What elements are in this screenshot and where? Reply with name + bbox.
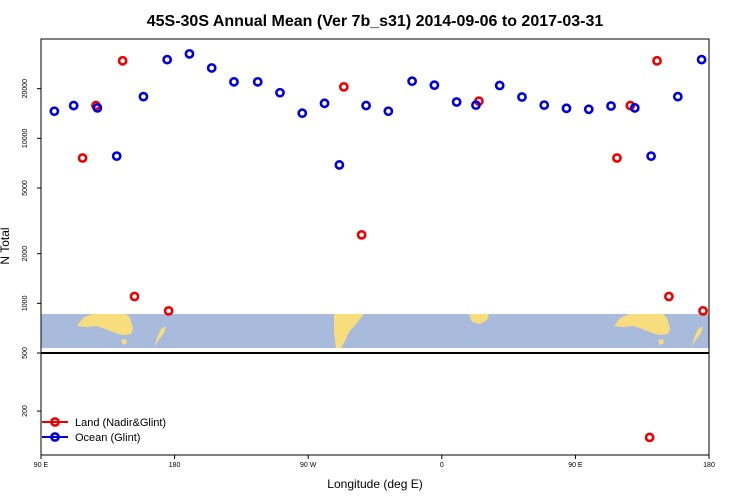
x-tick-label: 0 [440,462,444,469]
land-data-point [644,432,655,443]
ocean-data-point [451,97,462,107]
world-map-strip [41,314,709,348]
map-landmass-south-america [334,314,364,348]
y-axis: 500 1000 2000 5000 10000 20000 200 [22,79,41,417]
ocean-data-point [319,98,330,109]
legend-ocean-marker [50,432,60,442]
ocean-data-point [629,102,640,113]
map-landmass-australia-repeat [614,314,670,335]
land-data-point [356,229,367,240]
ocean-data-point [583,104,594,115]
map-landmass-new-zealand-repeat [692,326,703,347]
lower-panel-frame [40,352,710,456]
y-tick-label: 500 [22,347,29,359]
ocean-data-point [162,54,173,65]
upper-panel-frame [40,38,710,354]
ocean-data-point [383,106,394,117]
chart-title: 45S-30S Annual Mean (Ver 7b_s31) 2014-09… [147,13,604,30]
map-landmass-new-zealand [154,326,166,347]
ocean-data-point [471,100,481,111]
ocean-data-point [229,76,239,87]
x-axis: 90 E 180 90 W 0 90 E 180 [34,455,715,469]
ocean-data-point [606,101,616,111]
y-tick-label: 20000 [22,79,29,99]
y-tick-label: 2000 [22,246,29,262]
ocean-data-point [672,91,683,102]
ocean-data-point [49,106,60,117]
map-landmass-africa [469,314,489,324]
ocean-data-point [561,103,572,114]
land-data-point [698,305,708,316]
legend-land-marker [50,417,60,427]
land-data-point [612,153,622,163]
y-tick-label: 1000 [22,295,29,311]
ocean-data-point [407,76,418,87]
map-landmass-australia [77,314,133,335]
ocean-data-point [184,48,195,59]
x-axis-label: Longitude (deg E) [327,477,422,491]
legend: Land (Nadir&Glint) Ocean (Glint) [42,417,166,444]
legend-land-label: Land (Nadir&Glint) [75,417,166,429]
ocean-data-point [275,87,285,98]
ocean-data-point [539,100,550,111]
map-landmass-tasmania-repeat [658,339,664,345]
land-data-point [163,305,174,316]
ocean-data-point [517,92,527,102]
y-axis-label: N Total [0,227,12,264]
ocean-data-point [92,102,103,113]
legend-ocean-label: Ocean (Glint) [75,432,140,444]
ocean-data-point [361,100,371,111]
land-data-point [652,55,662,66]
ocean-data-point [138,91,149,102]
x-tick-label: 180 [703,462,715,469]
land-data-point [129,291,140,302]
ocean-data-point [429,80,440,91]
data-points [49,48,708,443]
ocean-data-point [252,76,263,87]
land-data-point [77,153,88,163]
y-tick-label: 200 [22,405,29,417]
ocean-data-point [494,80,505,91]
x-tick-label: 90 E [568,462,583,469]
x-tick-label: 90 W [300,462,317,469]
x-tick-label: 90 E [34,462,49,469]
ocean-data-point [206,63,217,73]
ocean-data-point [297,108,308,119]
y-tick-label: 10000 [22,128,29,148]
y-tick-label: 5000 [22,180,29,196]
ocean-data-point [111,151,122,162]
ocean-data-point [68,100,79,111]
x-tick-label: 180 [169,462,181,469]
land-data-point [117,55,128,66]
map-ocean [41,314,709,348]
map-landmass-tasmania [121,339,127,345]
land-data-point [664,291,674,302]
ocean-data-point [646,151,657,162]
ocean-data-point [334,160,345,170]
ocean-data-point [696,54,707,65]
land-data-point [338,81,349,92]
